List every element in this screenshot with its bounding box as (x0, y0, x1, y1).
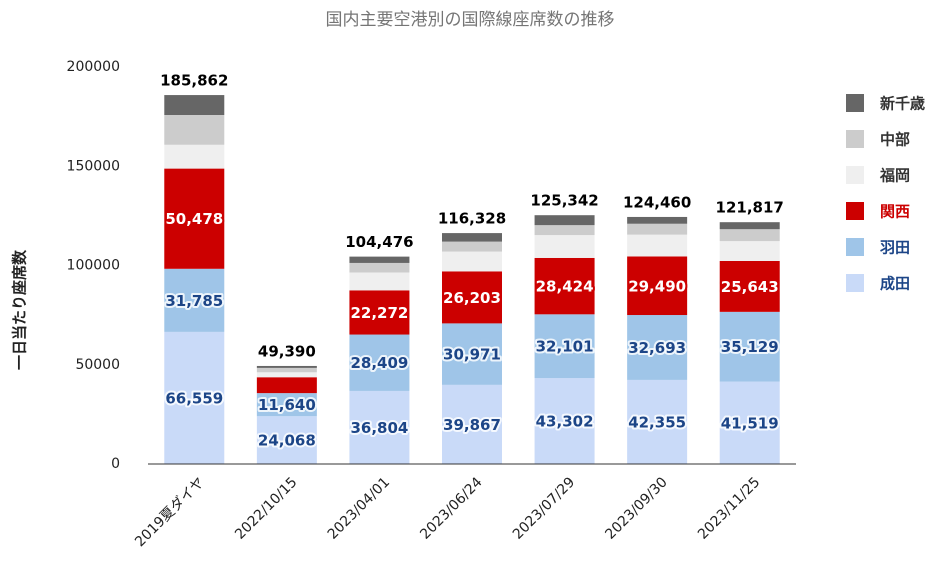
value-label: 43,302 (536, 413, 594, 431)
bar-segment (256, 365, 317, 368)
bar-segment (719, 241, 780, 261)
bar-segment (719, 381, 780, 464)
bar-segment (164, 268, 225, 332)
value-label: 32,101 (536, 338, 594, 356)
value-label: 22,272 (350, 304, 408, 322)
value-label: 35,129 (721, 338, 779, 356)
value-label: 29,490 (628, 277, 686, 295)
bar-segment (256, 377, 317, 394)
bar-segment (164, 331, 225, 464)
bar-segment (349, 334, 410, 391)
bar-segment (719, 311, 780, 382)
value-label: 11,640 (258, 396, 316, 414)
legend-swatch (846, 238, 864, 256)
value-label: 26,203 (443, 289, 501, 307)
bar-segment (164, 144, 225, 169)
value-label: 31,785 (165, 292, 223, 310)
value-label: 50,478 (165, 210, 223, 228)
total-label: 116,328 (438, 210, 506, 228)
legend-label: 関西 (880, 203, 910, 221)
legend-swatch (846, 130, 864, 148)
x-tick-label: 2023/09/30 (602, 474, 670, 542)
bar-segment (442, 251, 502, 272)
legend-label: 福岡 (879, 167, 910, 185)
bar-segment (627, 216, 688, 224)
bar-segment (256, 367, 317, 373)
x-tick-label: 2023/11/25 (695, 474, 763, 542)
bar-segment (719, 222, 780, 230)
legend-label: 成田 (880, 275, 910, 293)
total-label: 124,460 (623, 193, 691, 211)
value-label: 30,971 (443, 346, 501, 364)
legend-label: 羽田 (880, 239, 910, 257)
chart-title: 国内主要空港別の国際線座席数の推移 (326, 10, 615, 30)
bar-segment (256, 393, 317, 417)
total-label: 185,862 (160, 72, 228, 90)
value-label: 28,409 (350, 354, 408, 372)
x-tick-label: 2023/04/01 (325, 474, 393, 542)
value-label: 32,693 (628, 339, 686, 357)
value-label: 66,559 (165, 389, 223, 407)
total-label: 121,817 (716, 199, 784, 217)
x-tick-label: 2023/07/29 (510, 474, 578, 542)
bar-segment (719, 260, 780, 312)
bar-segment (534, 225, 595, 236)
bar-segment (627, 256, 688, 316)
value-label: 42,355 (628, 413, 686, 431)
x-tick-label: 2023/06/24 (417, 474, 485, 542)
legend-swatch (846, 166, 864, 184)
value-label: 25,643 (721, 278, 779, 296)
value-label: 39,867 (443, 416, 501, 434)
bar-segment (534, 314, 595, 379)
y-axis-title: 一日当たり座席数 (11, 249, 29, 370)
bar-segment (627, 315, 688, 380)
bar-segment (442, 384, 502, 464)
bar-segment (256, 372, 317, 378)
y-tick-label: 100000 (67, 258, 120, 274)
value-label: 24,068 (258, 432, 316, 450)
bar-segment (534, 235, 595, 258)
bar-segment (442, 271, 502, 324)
value-label: 36,804 (350, 419, 408, 437)
y-tick-label: 0 (111, 456, 120, 472)
bar-segment (627, 234, 688, 257)
bar-segment (627, 379, 688, 464)
x-tick-label: 2019夏ダイヤ (132, 474, 208, 550)
bar-segment (349, 390, 410, 464)
legend-label: 新千歳 (880, 95, 925, 113)
bar-segment (442, 233, 502, 242)
value-label: 28,424 (536, 278, 594, 296)
bar-segment (349, 262, 410, 273)
x-tick-label: 2022/10/15 (232, 474, 300, 542)
bar-segment (534, 378, 595, 464)
bar-segment (256, 416, 317, 464)
y-tick-label: 200000 (67, 59, 120, 75)
bar-segment (442, 241, 502, 252)
total-label: 104,476 (345, 233, 413, 251)
legend-swatch (846, 94, 864, 112)
total-label: 125,342 (530, 192, 598, 210)
y-tick-label: 150000 (67, 158, 120, 174)
bar-segment (442, 323, 502, 385)
bar-segment (164, 95, 225, 115)
bar-segment (349, 290, 410, 335)
total-label: 49,390 (258, 342, 316, 360)
legend-swatch (846, 274, 864, 292)
bar-segment (349, 272, 410, 291)
y-tick-label: 50000 (75, 357, 120, 373)
legend-swatch (846, 202, 864, 220)
bar-segment (719, 229, 780, 242)
bar-segment (164, 114, 225, 145)
bar-segment (627, 223, 688, 235)
bar-segment (534, 257, 595, 315)
bar-segment (349, 256, 410, 263)
bar-segment (164, 168, 225, 269)
legend-label: 中部 (880, 131, 910, 149)
bar-segment (534, 215, 595, 226)
value-label: 41,519 (721, 414, 779, 432)
